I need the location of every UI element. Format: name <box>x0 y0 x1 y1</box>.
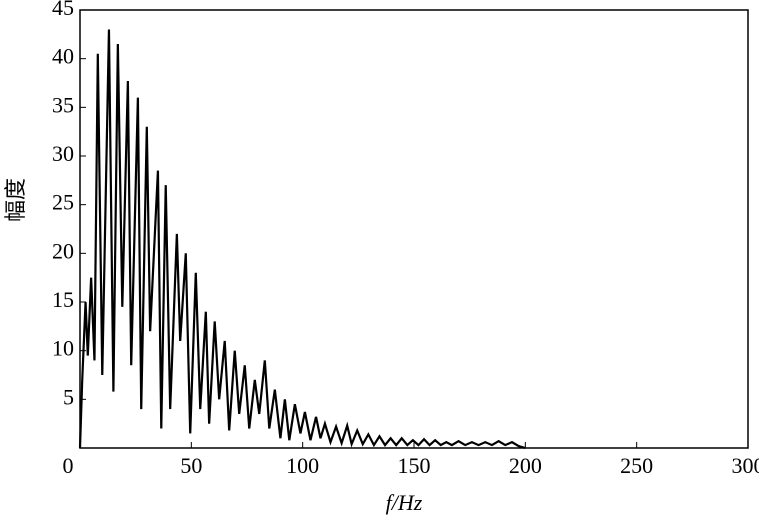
x-tick-label: 100 <box>286 453 319 478</box>
y-tick-label: 30 <box>52 141 74 166</box>
x-tick-label: 200 <box>509 453 542 478</box>
x-tick-label: 150 <box>398 453 431 478</box>
y-tick-label: 25 <box>52 190 74 215</box>
x-axis-label: f/Hz <box>386 490 423 515</box>
y-tick-label: 10 <box>52 336 74 361</box>
plot-frame <box>79 9 749 449</box>
y-tick-label: 15 <box>52 287 74 312</box>
x-tick-label: 0 <box>63 453 74 478</box>
y-tick-label: 35 <box>52 92 74 117</box>
y-tick-label: 5 <box>63 384 74 409</box>
y-tick-label: 20 <box>52 238 74 263</box>
y-tick-label: 45 <box>52 0 74 20</box>
y-axis-label: 幅度 <box>3 178 28 222</box>
spectrum-line <box>78 29 526 450</box>
x-tick-label: 50 <box>180 453 202 478</box>
y-tick-label: 40 <box>52 44 74 69</box>
x-tick-label: 300 <box>732 453 759 478</box>
x-tick-label: 250 <box>620 453 653 478</box>
